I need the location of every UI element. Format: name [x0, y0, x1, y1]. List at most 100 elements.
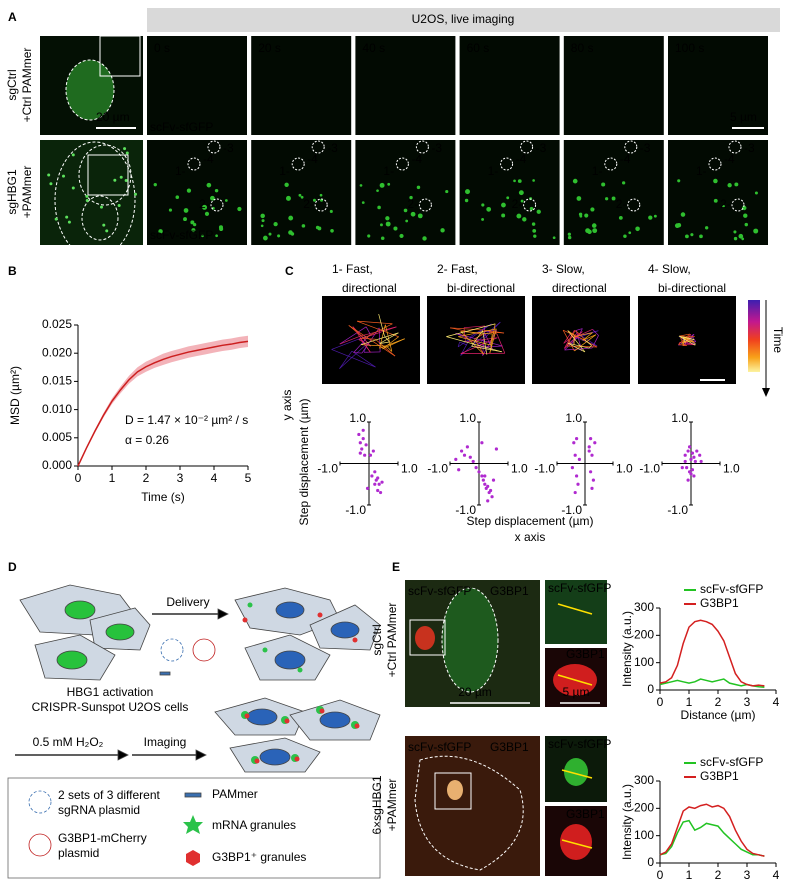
legend-text: plasmid: [58, 846, 99, 860]
red-dot: [317, 612, 323, 618]
y-tick-label: 200: [634, 801, 654, 815]
trajectory: [359, 337, 376, 340]
plasmid: [192, 638, 216, 662]
granule-dot: [674, 223, 680, 229]
point: [368, 453, 373, 457]
y-tick-label: -1.0: [667, 503, 688, 517]
point: [685, 466, 689, 470]
point: [373, 482, 377, 486]
trajectory: [496, 333, 506, 354]
granule-dot: [376, 189, 379, 193]
time-label: 40 s: [362, 41, 385, 55]
granule-dot: [65, 215, 69, 219]
point: [480, 441, 484, 445]
zoom-channel: G3BP1: [566, 647, 605, 661]
panel-e: [405, 580, 607, 876]
y-tick-label: 0: [647, 682, 654, 696]
granule-dot: [578, 212, 583, 217]
granule-dot: [409, 195, 413, 200]
granule-dot: [99, 205, 103, 209]
granule-dot: [288, 215, 294, 221]
track-title: 3- Slow,: [542, 262, 585, 276]
granule-dot: [385, 216, 390, 221]
track-circle: [627, 198, 641, 212]
point: [483, 482, 487, 486]
granule-dot: [618, 215, 623, 220]
trajectory: [482, 329, 505, 334]
granule-dot: [399, 233, 404, 239]
y-tick-label: 1.0: [671, 411, 688, 425]
trajectory: [457, 323, 492, 348]
point: [483, 474, 487, 478]
track-circle: [624, 140, 638, 154]
granule-dot: [175, 195, 180, 199]
granule-dot: [379, 182, 385, 188]
row-label: sgCtrl: [5, 69, 19, 100]
trajectory: [567, 342, 586, 353]
granule-dot: [113, 178, 117, 182]
granule-dot: [744, 222, 749, 227]
track-circle: [291, 157, 305, 171]
granule-dot: [204, 211, 210, 216]
trajectory: [567, 342, 590, 349]
image: [668, 36, 768, 135]
granule-dot: [440, 228, 445, 233]
trajectory: [684, 337, 694, 342]
trajectory: [379, 338, 405, 349]
track-circle: [395, 157, 409, 171]
trajectory: [460, 321, 501, 356]
granule-dot: [422, 236, 427, 241]
scale-label: 20 µm: [458, 685, 492, 699]
granule-dot: [536, 209, 541, 214]
particle-label: 1-: [488, 164, 499, 178]
x-tick-label: 4: [211, 471, 218, 485]
granule-dot: [387, 182, 391, 186]
point: [490, 495, 494, 499]
point: [699, 459, 703, 464]
x-tick-label: 1.0: [401, 462, 418, 476]
granule-dot: [622, 181, 626, 185]
point: [590, 453, 594, 457]
granule-dot: [117, 204, 121, 208]
point: [690, 468, 695, 472]
cell: [65, 59, 115, 121]
trajectory: [379, 332, 399, 344]
cell: [54, 141, 136, 259]
image: [459, 140, 560, 245]
red-dot: [294, 756, 300, 762]
granule-dot: [158, 229, 163, 234]
granule-dot: [319, 193, 323, 197]
granule-dot: [520, 199, 524, 203]
x-tick-label: 1: [109, 471, 116, 485]
trajectory: [446, 336, 503, 353]
x-tick-label: 1.0: [723, 462, 740, 476]
granule-dot: [722, 204, 725, 208]
granule-dot: [516, 213, 522, 219]
point: [692, 455, 696, 459]
granule-dot: [713, 198, 718, 203]
trajectory: [679, 333, 690, 337]
trajectory: [463, 325, 485, 329]
trajectory: [564, 336, 579, 351]
hex-icon: [186, 850, 200, 866]
granule-dot: [733, 236, 738, 241]
point: [363, 453, 367, 457]
granule-dot: [377, 205, 381, 210]
channel-label: scFv-sfGFP: [150, 228, 213, 242]
panel-c: [748, 300, 770, 397]
granule-dot: [102, 223, 106, 227]
granule-dot: [285, 195, 291, 201]
red-dot: [352, 637, 358, 643]
track-title: 2- Fast,: [437, 262, 478, 276]
granule-dot: [168, 208, 173, 212]
arrow-head: [217, 608, 229, 620]
y-tick-label: 0.000: [42, 458, 72, 472]
granule-dot: [183, 217, 187, 222]
granule-dot: [734, 182, 739, 187]
granule-dot: [215, 234, 218, 238]
point: [683, 459, 687, 464]
zoom-image: [545, 580, 607, 644]
granule-dot: [623, 234, 627, 238]
trajectory: [482, 325, 486, 356]
point: [380, 480, 384, 484]
